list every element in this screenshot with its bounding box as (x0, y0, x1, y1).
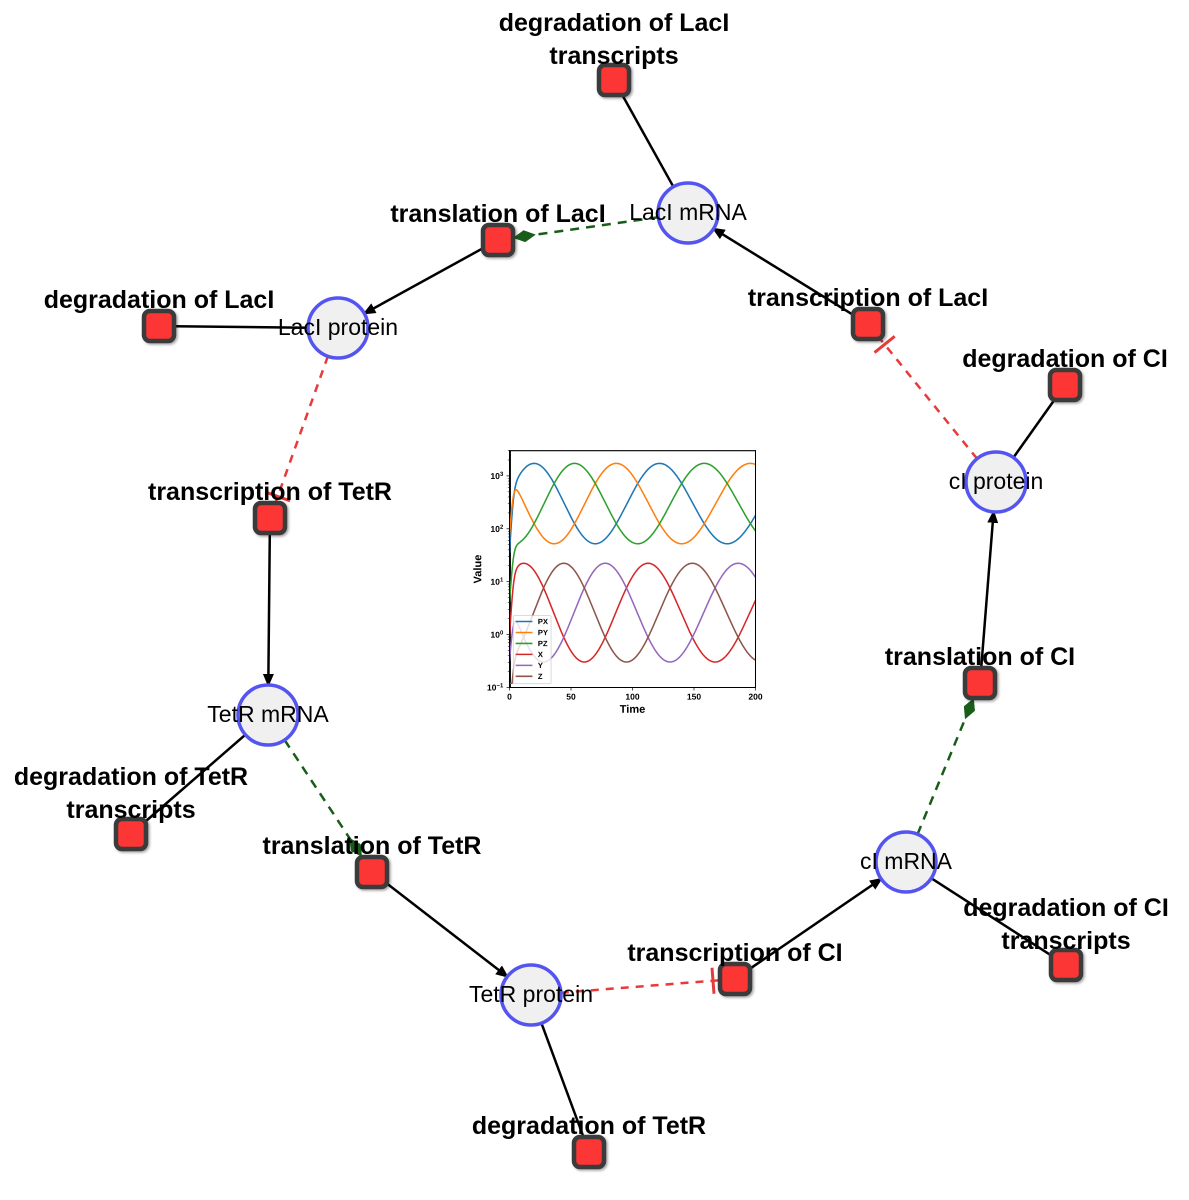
svg-text:translation of CI: translation of CI (885, 643, 1075, 671)
svg-text:TetR mRNA: TetR mRNA (207, 701, 329, 727)
svg-text:transcripts: transcripts (66, 796, 195, 824)
svg-text:transcripts: transcripts (1001, 927, 1130, 955)
svg-text:TetR protein: TetR protein (469, 981, 593, 1007)
svg-text:degradation of LacI: degradation of LacI (44, 286, 275, 314)
svg-text:degradation of LacI: degradation of LacI (499, 9, 730, 37)
svg-text:translation of TetR: translation of TetR (263, 832, 482, 860)
svg-text:transcription of TetR: transcription of TetR (148, 478, 392, 506)
svg-text:LacI protein: LacI protein (278, 314, 398, 340)
svg-text:translation of LacI: translation of LacI (390, 200, 605, 228)
svg-text:LacI mRNA: LacI mRNA (629, 199, 747, 225)
svg-text:cI protein: cI protein (949, 468, 1044, 494)
svg-text:degradation of TetR: degradation of TetR (472, 1112, 706, 1140)
svg-text:degradation of TetR: degradation of TetR (14, 763, 248, 791)
svg-text:cI mRNA: cI mRNA (860, 848, 953, 874)
svg-text:transcripts: transcripts (549, 42, 678, 70)
svg-text:transcription of CI: transcription of CI (627, 939, 842, 967)
svg-text:transcription of LacI: transcription of LacI (748, 284, 988, 312)
svg-text:degradation of CI: degradation of CI (962, 345, 1168, 373)
svg-text:degradation of CI: degradation of CI (963, 894, 1169, 922)
